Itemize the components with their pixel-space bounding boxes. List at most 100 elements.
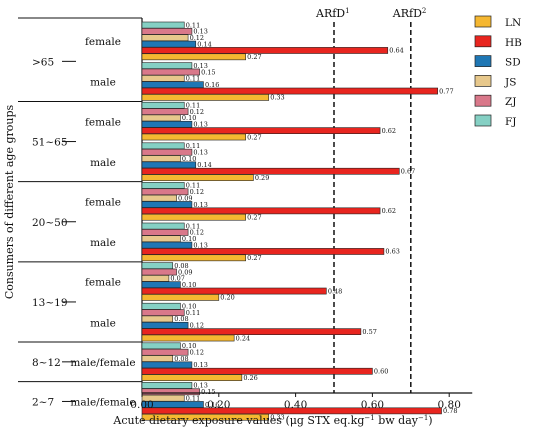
bar-js <box>141 34 189 42</box>
legend-swatch-hb <box>474 35 492 48</box>
data-label: 0.60 <box>374 368 388 376</box>
data-label: 0.09 <box>178 194 192 202</box>
bar-sd <box>141 161 197 169</box>
bar-zj <box>141 28 193 35</box>
data-label: 0.07 <box>170 275 184 283</box>
bar-js <box>141 155 181 162</box>
legend-label-zj: ZJ <box>505 96 517 108</box>
data-label: 0.20 <box>220 294 234 302</box>
bar-fj <box>141 302 181 310</box>
data-label: 0.10 <box>182 235 196 243</box>
data-label: 0.08 <box>174 262 188 270</box>
bar-ln <box>141 94 270 101</box>
data-label: 0.11 <box>186 102 200 110</box>
bar-ln <box>141 53 246 61</box>
bar-js <box>141 114 181 122</box>
data-label: 0.14 <box>197 40 211 48</box>
data-label: 0.24 <box>236 334 250 342</box>
bar-ln <box>141 213 246 221</box>
bar-sd <box>141 241 193 249</box>
subgroup-label: female <box>85 116 121 128</box>
bar-hb <box>141 87 438 95</box>
bar-hb <box>141 328 362 336</box>
legend-swatch-ln <box>474 15 492 28</box>
bar-fj <box>141 62 193 69</box>
bar-hb <box>141 167 400 175</box>
data-label: 0.27 <box>247 254 261 262</box>
x-tick-label: 0.20 <box>207 399 230 411</box>
subgroup-label: male <box>90 77 116 89</box>
data-label: 0.62 <box>382 207 396 215</box>
data-label: 0.13 <box>193 241 207 249</box>
data-label: 0.33 <box>270 413 284 421</box>
data-label: 0.13 <box>193 201 207 209</box>
bar-ln <box>141 334 235 342</box>
bar-hb <box>141 367 373 375</box>
data-label: 0.78 <box>443 407 457 415</box>
data-label: 0.62 <box>382 127 396 135</box>
bar-hb <box>141 127 381 134</box>
data-label: 0.09 <box>178 268 192 276</box>
data-label: 0.48 <box>328 287 342 295</box>
data-label: 0.27 <box>247 133 261 141</box>
bar-sd <box>141 281 181 289</box>
bar-hb <box>141 287 327 295</box>
bar-fj <box>141 182 185 189</box>
reference-lines: ARfD1 ARfD2 <box>315 7 426 393</box>
bar-ln <box>141 133 246 141</box>
x-tick-label: 0.80 <box>438 399 461 411</box>
bar-hb <box>141 248 385 255</box>
data-label: 0.57 <box>362 328 376 336</box>
bar-sd <box>141 81 204 89</box>
data-label: 0.16 <box>205 401 219 409</box>
data-label: 0.10 <box>182 155 196 163</box>
x-axis: 0.00 0.20 0.40 0.60 0.80 <box>130 392 473 411</box>
data-label: 0.11 <box>186 75 200 83</box>
bar-fj <box>141 262 174 270</box>
bar-sd <box>141 201 193 208</box>
age-group-label: >65 <box>32 56 54 68</box>
data-label: 0.11 <box>186 222 200 230</box>
data-label: 0.08 <box>174 355 188 363</box>
data-label: 0.11 <box>186 309 200 317</box>
bar-js <box>141 235 181 243</box>
bar-hb <box>141 207 381 215</box>
data-label: 0.10 <box>182 281 196 289</box>
data-label: 0.63 <box>385 248 399 256</box>
bar-js <box>141 355 174 362</box>
data-label: 0.12 <box>190 322 204 330</box>
x-tick-label: 0.00 <box>130 399 153 411</box>
bar-hb <box>141 407 442 415</box>
data-label: 0.12 <box>190 348 204 356</box>
data-label: 0.11 <box>186 394 200 402</box>
data-label: 0.64 <box>389 47 403 55</box>
legend: LN HB SD JS ZJ FJ <box>474 15 522 128</box>
bar-fj <box>141 342 181 350</box>
y-axis-title: Consumers of different age groups <box>3 104 16 299</box>
data-label: 0.16 <box>205 81 219 89</box>
bar-fj <box>141 21 185 29</box>
data-label: 0.10 <box>182 342 196 350</box>
data-label: 0.15 <box>201 388 215 396</box>
data-label: 0.14 <box>197 161 211 169</box>
bar-sd <box>141 321 189 329</box>
data-label: 0.11 <box>186 142 200 150</box>
bar-hb <box>141 47 389 54</box>
subgroup-label: male <box>90 157 116 169</box>
bar-ln <box>141 294 220 301</box>
legend-label-fj: FJ <box>505 116 517 128</box>
data-label: 0.67 <box>401 168 415 176</box>
x-axis-title: Acute dietary exposure values (μg STX eq… <box>112 414 432 427</box>
age-group-label: 13~19 <box>32 297 68 309</box>
legend-label-hb: HB <box>505 37 522 49</box>
reference-line-label: ARfD2 <box>392 7 427 20</box>
data-label: 0.13 <box>193 62 207 70</box>
legend-swatch-js <box>474 75 492 87</box>
subgroup-label: male/female <box>70 396 135 408</box>
legend-label-js: JS <box>504 76 516 88</box>
data-label: 0.27 <box>247 53 261 61</box>
data-label: 0.27 <box>247 213 261 221</box>
bar-ln <box>141 254 246 262</box>
age-group-label: 8~12 <box>32 357 61 369</box>
